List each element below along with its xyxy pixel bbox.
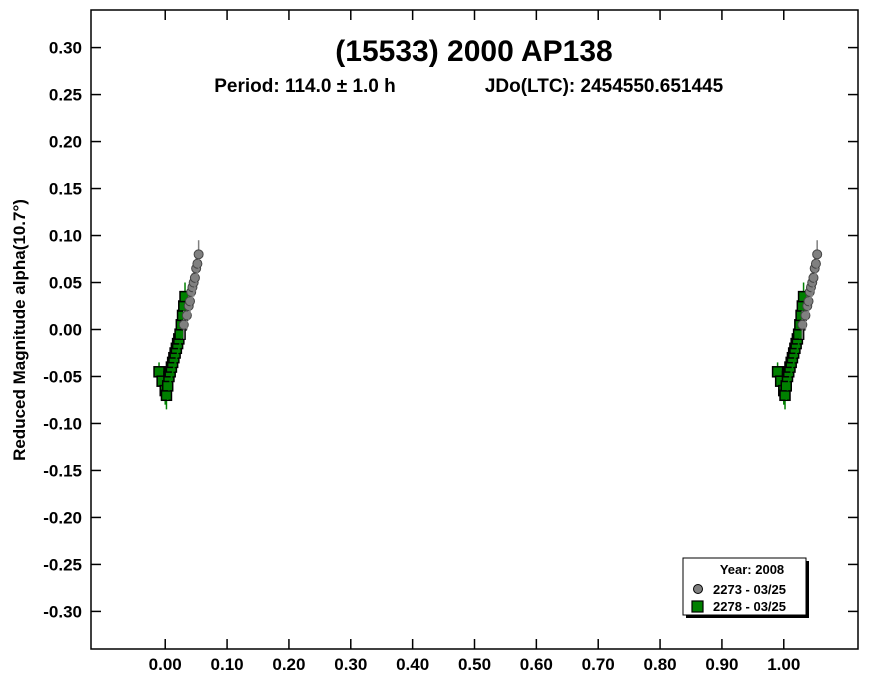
x-tick-label: 0.20 xyxy=(272,655,305,674)
data-point-circle xyxy=(178,319,189,330)
data-points xyxy=(153,240,823,410)
y-tick-label: 0.15 xyxy=(49,180,82,199)
y-tick-label: -0.20 xyxy=(43,508,82,527)
data-point-square xyxy=(780,380,792,392)
y-tick-label: -0.05 xyxy=(43,367,82,386)
y-tick-label: 0.05 xyxy=(49,274,82,293)
x-tick-label: 0.40 xyxy=(396,655,429,674)
y-tick-label: 0.30 xyxy=(49,39,82,58)
y-tick-label: -0.10 xyxy=(43,414,82,433)
y-tick-label: -0.15 xyxy=(43,461,82,480)
x-tick-label: 0.80 xyxy=(644,655,677,674)
data-point-square xyxy=(779,389,791,402)
chart-title: (15533) 2000 AP138 xyxy=(335,35,612,68)
data-point-square xyxy=(161,380,174,392)
x-tick-label: 0.00 xyxy=(149,655,182,674)
x-tick-label: 0.50 xyxy=(458,655,491,674)
data-point-circle xyxy=(797,319,808,330)
legend-label-2273: 2273 - 03/25 xyxy=(713,582,786,597)
y-tick-label: -0.25 xyxy=(43,555,82,574)
y-axis-ticks: -0.30 -0.25 -0.20 -0.15 -0.10 -0.05 0.00 0.05 0.… xyxy=(43,39,858,621)
x-tick-label: 0.60 xyxy=(520,655,553,674)
x-tick-label: 1.00 xyxy=(767,655,800,674)
y-tick-label: 0.25 xyxy=(49,86,82,105)
chart-subtitle-period: Period: 114.0 ± 1.0 h xyxy=(214,76,396,97)
legend-label-2278: 2278 - 03/25 xyxy=(713,599,786,614)
y-tick-label: 0.10 xyxy=(49,227,82,246)
x-tick-label: 0.90 xyxy=(705,655,738,674)
legend: Year: 2008 2273 - 03/25 2278 - 03/25 xyxy=(682,557,809,618)
y-tick-label: 0.00 xyxy=(49,321,82,340)
legend-title: Year: 2008 xyxy=(720,562,784,577)
data-point-circle xyxy=(812,249,823,260)
y-tick-label: -0.30 xyxy=(43,602,82,621)
x-axis-ticks: 0.00 0.10 0.20 0.30 0.40 0.50 0.60 0.70 0.80 0.90… xyxy=(149,10,800,674)
x-tick-label: 0.30 xyxy=(334,655,367,674)
legend-marker-2278 xyxy=(691,600,704,613)
data-point-square xyxy=(160,389,173,402)
data-point-circle xyxy=(193,249,204,260)
y-axis-label: Reduced Magnitude alpha(10.7°) xyxy=(10,199,29,461)
data-point-circle xyxy=(810,258,821,269)
chart-subtitle-epoch: JDo(LTC): 2454550.651445 xyxy=(485,76,724,97)
legend-marker-2273 xyxy=(693,584,703,594)
x-tick-label: 0.10 xyxy=(211,655,244,674)
x-tick-label: 0.70 xyxy=(582,655,615,674)
data-point-circle xyxy=(192,258,203,269)
y-tick-label: 0.20 xyxy=(49,133,82,152)
